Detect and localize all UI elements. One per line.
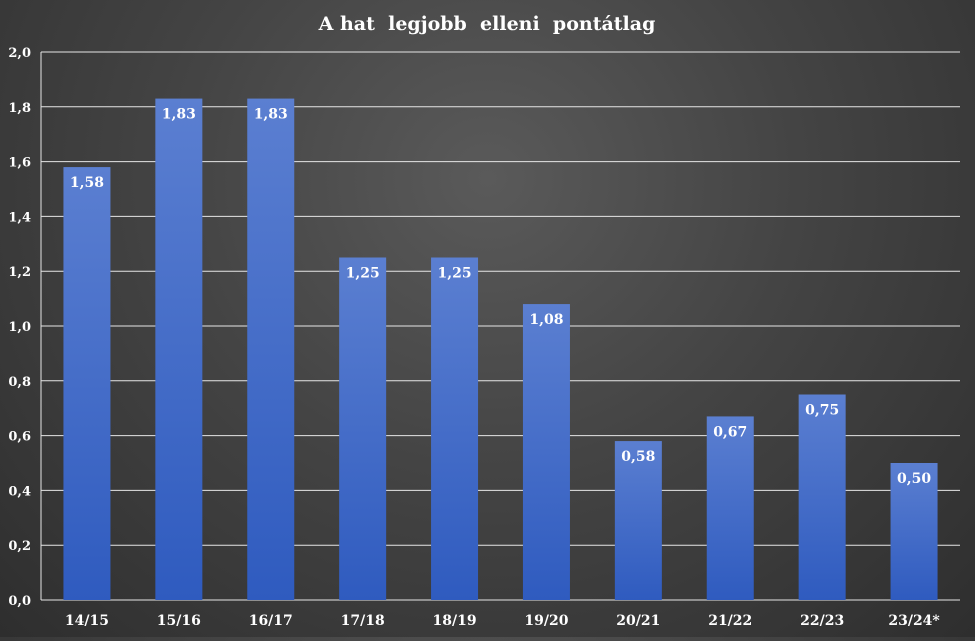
y-tick-label: 0,2 bbox=[8, 539, 31, 554]
data-label: 0,75 bbox=[805, 403, 839, 419]
y-tick-label: 1,8 bbox=[8, 101, 31, 116]
data-label: 1,83 bbox=[162, 107, 196, 123]
data-label: 1,25 bbox=[346, 266, 380, 282]
y-tick-label: 0,8 bbox=[8, 375, 31, 390]
bar-15-16 bbox=[155, 98, 203, 600]
y-tick-label: 1,4 bbox=[8, 210, 31, 225]
x-axis-tick-labels: 14/15 15/16 16/17 17/18 18/19 19/20 20/21 21/22… bbox=[65, 613, 941, 629]
x-tick-label: 17/18 bbox=[341, 613, 385, 629]
x-tick-label: 22/23 bbox=[800, 613, 844, 629]
x-tick-label: 20/21 bbox=[616, 613, 660, 629]
bar-14-15 bbox=[63, 167, 111, 600]
data-label: 1,25 bbox=[437, 266, 471, 282]
y-axis-tick-labels: 0,0 0,2 0,4 0,6 0,8 1,0 1,2 1,4 1,6 1,8 2,0 bbox=[8, 46, 31, 609]
y-tick-label: 0,6 bbox=[8, 430, 31, 445]
bar-17-18 bbox=[339, 257, 387, 600]
bar-21-22 bbox=[706, 416, 754, 600]
data-labels: 1,58 1,83 1,83 1,25 1,25 1,08 0,58 0,67 0,75 0,50 bbox=[70, 107, 931, 487]
bar-19-20 bbox=[522, 304, 570, 600]
bar-22-23 bbox=[798, 394, 846, 600]
y-tick-label: 2,0 bbox=[8, 46, 31, 61]
x-tick-label: 19/20 bbox=[524, 613, 568, 629]
y-tick-label: 1,6 bbox=[8, 156, 31, 171]
x-tick-label: 21/22 bbox=[708, 613, 752, 629]
data-label: 0,58 bbox=[621, 449, 655, 465]
bars bbox=[63, 98, 938, 600]
bar-16-17 bbox=[247, 98, 295, 600]
data-label: 0,67 bbox=[713, 424, 747, 440]
x-tick-label: 14/15 bbox=[65, 613, 109, 629]
bar-18-19 bbox=[431, 257, 479, 600]
x-tick-label: 23/24* bbox=[888, 613, 940, 629]
y-tick-label: 0,0 bbox=[8, 594, 31, 609]
x-tick-label: 16/17 bbox=[249, 613, 293, 629]
y-tick-label: 0,4 bbox=[8, 484, 31, 499]
chart-title: A hat legjobb elleni pontátlag bbox=[318, 13, 656, 35]
x-tick-label: 18/19 bbox=[433, 613, 477, 629]
data-label: 0,50 bbox=[897, 471, 931, 487]
data-label: 1,08 bbox=[529, 312, 563, 328]
bar-23-24 bbox=[890, 463, 938, 600]
data-label: 1,58 bbox=[70, 175, 104, 191]
data-label: 1,83 bbox=[254, 107, 288, 123]
y-tick-label: 1,2 bbox=[8, 265, 31, 280]
y-tick-label: 1,0 bbox=[8, 320, 31, 335]
x-tick-label: 15/16 bbox=[157, 613, 201, 629]
bar-20-21 bbox=[614, 441, 662, 600]
